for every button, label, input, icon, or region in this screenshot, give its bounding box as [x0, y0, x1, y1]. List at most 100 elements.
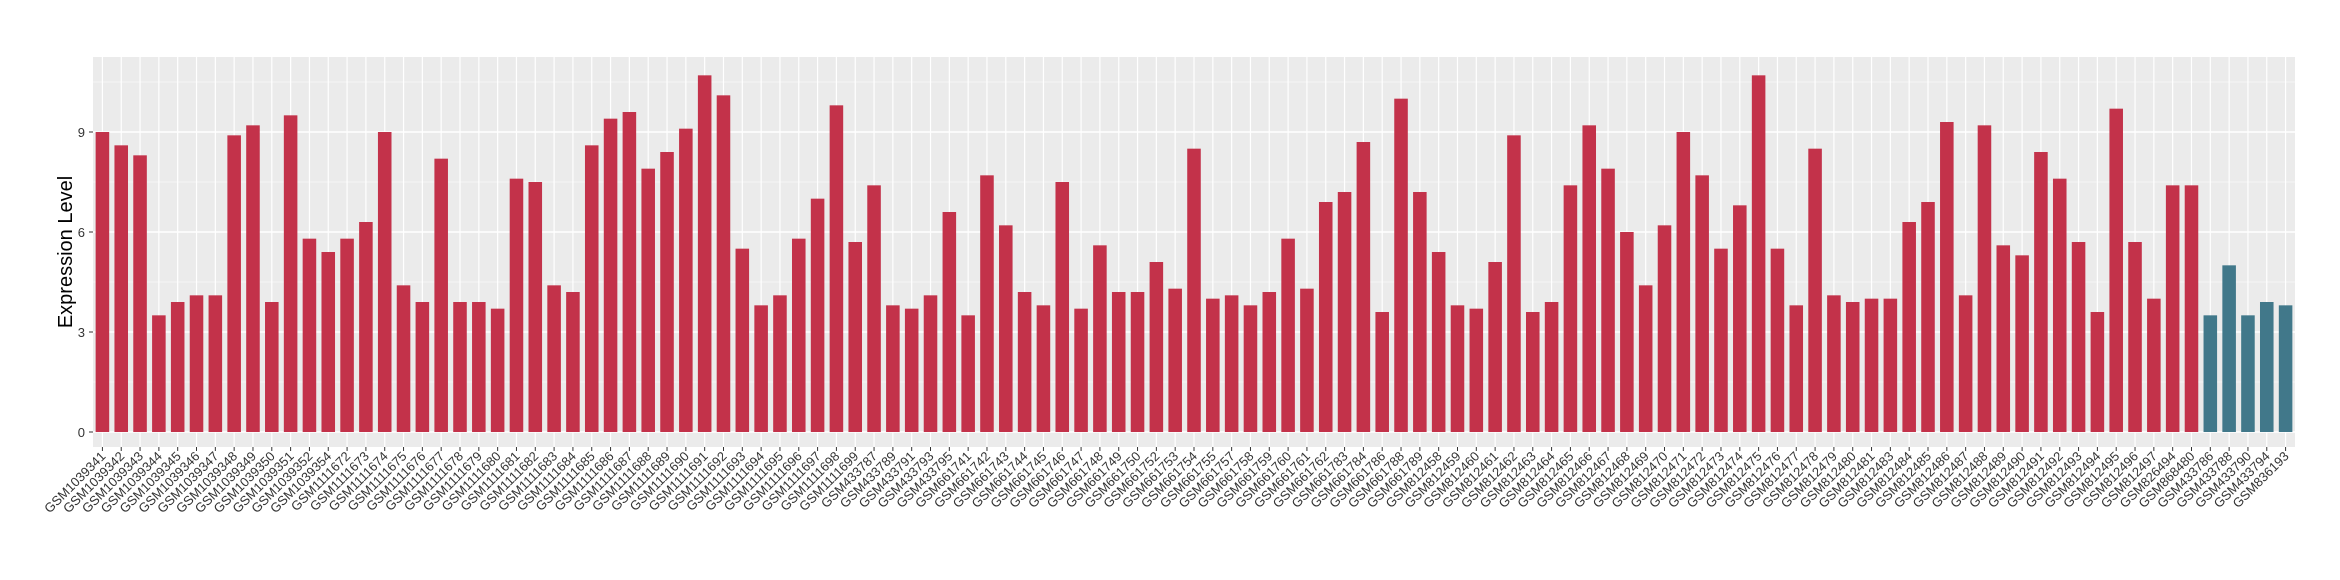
bar	[170, 302, 185, 432]
y-axis-title: Expression Level	[55, 176, 77, 328]
bar	[246, 125, 260, 432]
bar	[1958, 295, 1973, 432]
bar	[1318, 202, 1333, 432]
bar	[961, 315, 975, 432]
bar	[1337, 192, 1352, 432]
bar	[2128, 242, 2142, 432]
bar	[603, 118, 618, 433]
bar	[2071, 242, 2086, 432]
bar	[227, 135, 241, 433]
bar	[886, 305, 900, 432]
bar	[1601, 168, 1615, 432]
y-tick-label: 0	[78, 425, 85, 440]
bar	[340, 238, 354, 432]
bar	[377, 132, 392, 432]
bar	[472, 302, 486, 432]
bar	[1187, 148, 1201, 432]
bar	[2015, 255, 2029, 432]
bar	[1808, 148, 1822, 432]
bar	[2034, 152, 2048, 432]
bar	[679, 128, 693, 432]
bar	[2184, 185, 2199, 432]
bar	[1940, 122, 1954, 432]
bar	[848, 242, 863, 432]
bar	[735, 248, 750, 432]
bar	[1902, 222, 1916, 432]
bar	[810, 198, 825, 432]
bar	[453, 302, 467, 432]
bar	[133, 155, 147, 433]
bar	[1262, 292, 1277, 432]
bar	[1300, 288, 1314, 432]
bar	[1130, 292, 1145, 432]
bar	[2090, 312, 2105, 432]
bar	[1356, 142, 1371, 432]
bar	[1582, 125, 1597, 432]
bar	[2109, 108, 2123, 433]
bar	[1450, 305, 1465, 432]
bar	[2222, 265, 2236, 432]
bar	[1375, 312, 1389, 432]
bar	[716, 95, 731, 432]
bar	[1620, 232, 1634, 432]
bar	[265, 302, 279, 432]
bar	[1676, 132, 1691, 432]
bar	[208, 295, 223, 432]
bar	[1525, 312, 1540, 432]
bar	[754, 305, 768, 432]
bar	[509, 178, 524, 432]
bar	[942, 212, 957, 432]
bar	[1036, 305, 1051, 432]
bar	[2147, 298, 2161, 432]
bar	[1243, 305, 1258, 432]
bar	[1281, 238, 1295, 432]
bar	[923, 295, 938, 432]
bar	[829, 105, 844, 432]
bar	[1827, 295, 1841, 432]
bar	[528, 182, 543, 432]
bar	[1789, 305, 1804, 432]
bar	[1074, 308, 1088, 432]
bar	[1714, 248, 1728, 432]
bar	[434, 158, 448, 432]
y-tick-label: 3	[78, 325, 85, 340]
bar	[584, 145, 599, 433]
y-tick-label: 6	[78, 225, 85, 240]
bar	[2052, 178, 2067, 432]
bar	[773, 295, 787, 432]
bar	[1751, 75, 1766, 432]
bar	[490, 308, 505, 432]
bar	[359, 222, 373, 432]
bar	[1488, 262, 1502, 432]
bar	[2241, 315, 2255, 432]
bar	[1093, 245, 1107, 432]
bar	[1224, 295, 1239, 432]
bar	[189, 295, 204, 432]
y-tick-label: 9	[78, 125, 85, 140]
bar	[1733, 205, 1747, 432]
bar	[1168, 288, 1182, 432]
bar	[1206, 298, 1220, 432]
bar	[547, 285, 561, 432]
bar	[1695, 175, 1709, 433]
bar	[1017, 292, 1032, 432]
bar	[2278, 305, 2293, 432]
bar	[791, 238, 806, 432]
bar	[1563, 185, 1578, 432]
bar	[1507, 135, 1521, 433]
bar	[2165, 185, 2180, 432]
bar	[152, 315, 166, 432]
bar	[2203, 315, 2218, 432]
bar	[697, 75, 712, 432]
bar	[415, 302, 430, 432]
bar	[396, 285, 411, 432]
bar	[2259, 302, 2274, 432]
bar	[1638, 285, 1653, 432]
bar	[1469, 308, 1484, 432]
bar	[1657, 225, 1672, 432]
bar	[1431, 252, 1446, 432]
bar	[566, 292, 580, 432]
bar	[95, 132, 110, 432]
bar	[999, 225, 1013, 432]
bar	[1111, 292, 1126, 432]
